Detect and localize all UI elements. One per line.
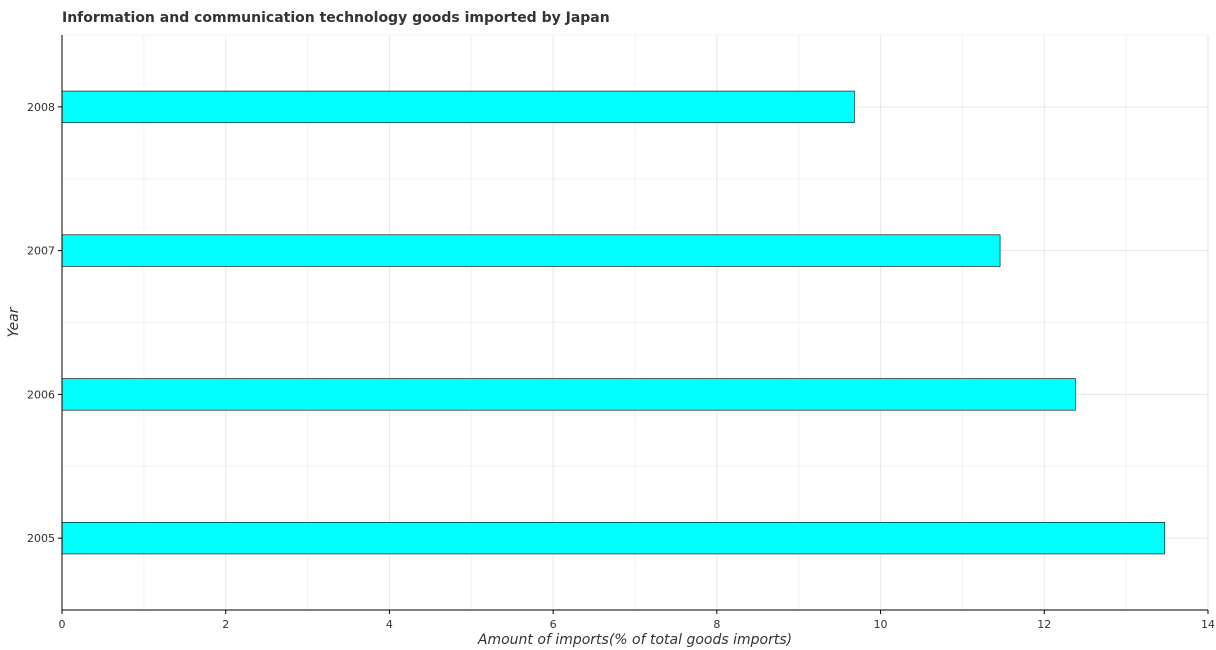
x-tick-label: 8 (713, 618, 720, 631)
bar-2008 (61, 90, 855, 123)
x-tick-label: 14 (1201, 618, 1215, 631)
bar-2007 (61, 234, 1001, 267)
x-tick-label: 6 (550, 618, 557, 631)
axes: 0 2 4 6 8 10 12 14 2005 2006 2007 2008 (27, 35, 1215, 631)
y-axis-title: Year (6, 306, 22, 337)
x-tick-label: 12 (1037, 618, 1051, 631)
x-axis-title: Amount of imports(% of total goods impor… (477, 632, 792, 648)
bar-2006 (61, 378, 1076, 411)
x-tick-label: 0 (59, 618, 66, 631)
y-tick-label: 2007 (27, 245, 55, 258)
x-tick-label: 2 (222, 618, 229, 631)
y-tick-label: 2006 (27, 388, 55, 401)
bars (61, 90, 1165, 555)
y-tick-label: 2008 (27, 101, 55, 114)
bar-2005 (61, 522, 1165, 555)
chart-title: Information and communication technology… (62, 10, 610, 26)
y-tick-label: 2005 (27, 532, 55, 545)
x-tick-label: 4 (386, 618, 393, 631)
x-tick-label: 10 (874, 618, 888, 631)
